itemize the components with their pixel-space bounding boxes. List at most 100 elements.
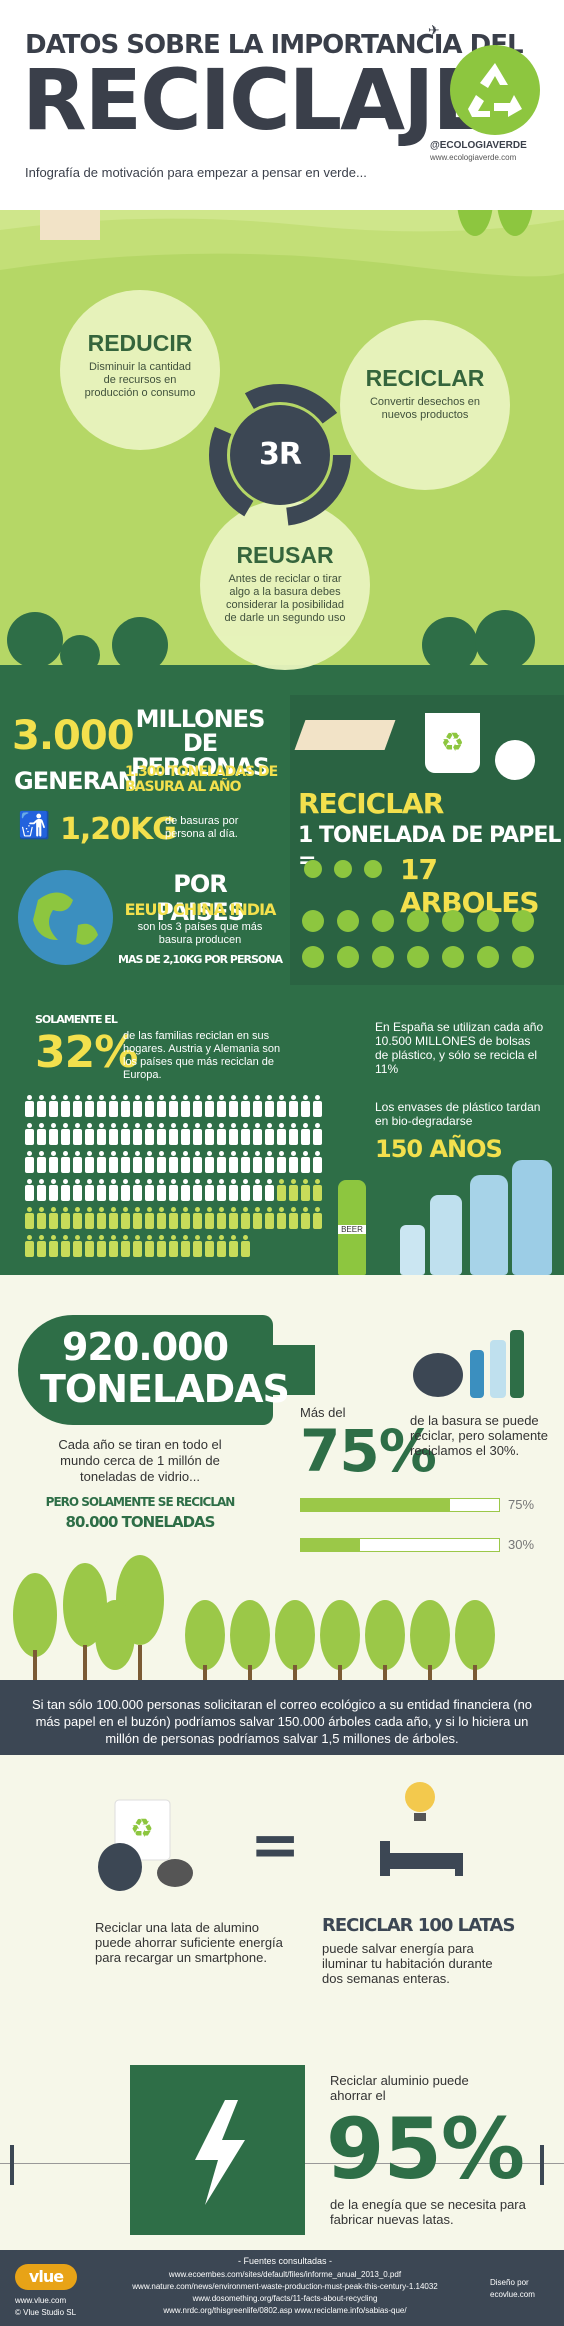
person-icon xyxy=(85,1235,94,1257)
person-icon xyxy=(145,1151,154,1173)
people-grid xyxy=(25,1095,335,1263)
bar1-label: 75% xyxy=(508,1497,535,1512)
person-icon xyxy=(37,1179,46,1201)
person-icon xyxy=(229,1123,238,1145)
source-link[interactable]: www.dosomething.org/facts/11-facts-about… xyxy=(192,2294,378,2303)
stats-section: 3.000 MILLONES DE PERSONAS GENERAN 1.300… xyxy=(0,695,564,1275)
bar2-label: 30% xyxy=(508,1537,535,1552)
diseno-url[interactable]: ecovlue.com xyxy=(490,2290,535,2299)
person-icon xyxy=(37,1095,46,1117)
source-link[interactable]: www.ecoembes.com/sites/default/files/inf… xyxy=(168,2270,402,2279)
person-icon xyxy=(181,1235,190,1257)
person-icon xyxy=(145,1123,154,1145)
vidrio-unit: TONELADAS xyxy=(40,1367,290,1411)
person-icon xyxy=(253,1151,262,1173)
person-icon xyxy=(313,1179,322,1201)
person-icon xyxy=(133,1095,142,1117)
person-icon xyxy=(181,1207,190,1229)
person-icon xyxy=(145,1235,154,1257)
reusar-title: REUSAR xyxy=(236,542,334,568)
person-icon xyxy=(289,1207,298,1229)
source-link[interactable]: www.nrdc.org/thisgreenlife/0802.asp www.… xyxy=(163,2306,407,2315)
latas-title: RECICLAR 100 LATAS xyxy=(322,1915,515,1936)
vidrio-recicladas: 80.000 TONELADAS xyxy=(65,1513,216,1531)
paises-title: POR PAISES xyxy=(156,870,245,926)
person-icon xyxy=(301,1123,310,1145)
person-icon xyxy=(289,1123,298,1145)
person-icon xyxy=(253,1207,262,1229)
person-icon xyxy=(301,1151,310,1173)
person-icon xyxy=(133,1179,142,1201)
equals-sign: = xyxy=(250,1810,300,1880)
person-icon xyxy=(37,1151,46,1173)
person-icon xyxy=(205,1235,214,1257)
kg-value: 1,20KG xyxy=(60,812,177,847)
cycle-arrows-icon xyxy=(209,384,351,526)
power-pole xyxy=(540,2145,544,2185)
person-icon xyxy=(229,1235,238,1257)
pct75-text: de la basura se puede reciclar, pero sol… xyxy=(410,1413,549,1458)
source-link[interactable]: www.nature.com/news/environment-waste-pr… xyxy=(132,2282,438,2291)
person-icon xyxy=(313,1123,322,1145)
person-icon xyxy=(61,1207,70,1229)
brand-url: www.ecologiaverde.com xyxy=(430,153,517,162)
pct32-value: 32% xyxy=(35,1027,138,1078)
person-icon xyxy=(97,1207,106,1229)
reciclar-bubble: RECICLAR Convertir desechos en nuevos pr… xyxy=(340,320,510,490)
person-icon xyxy=(121,1235,130,1257)
person-icon xyxy=(109,1179,118,1201)
person-icon xyxy=(49,1235,58,1257)
person-icon xyxy=(205,1095,214,1117)
person-icon xyxy=(181,1151,190,1173)
person-icon xyxy=(61,1151,70,1173)
bird-icon: ✈ xyxy=(428,22,440,38)
recycle-icon xyxy=(450,45,540,135)
person-icon xyxy=(97,1095,106,1117)
person-icon xyxy=(181,1095,190,1117)
three-r-section: REDUCIR Disminuir la cantidad de recurso… xyxy=(0,210,564,695)
person-icon xyxy=(313,1151,322,1173)
energy-section: ♻ = Reciclar una lata de alumino puede a… xyxy=(0,1755,564,2045)
person-icon xyxy=(25,1235,34,1257)
person-icon xyxy=(25,1123,34,1145)
person-icon xyxy=(97,1179,106,1201)
person-icon xyxy=(133,1151,142,1173)
person-icon xyxy=(205,1207,214,1229)
lightning-box xyxy=(130,2065,305,2235)
progress-bar-30 xyxy=(300,1538,500,1552)
brand-handle: @ECOLOGIAVERDE xyxy=(430,140,527,151)
header-subtitle: Infografía de motivación para empezar a … xyxy=(25,165,367,180)
person-icon xyxy=(121,1179,130,1201)
person-icon xyxy=(61,1235,70,1257)
person-icon xyxy=(157,1151,166,1173)
person-icon xyxy=(25,1095,34,1117)
mas-del-label: Más del xyxy=(300,1405,346,1420)
paises-kg: MAS DE 2,10KG POR PERSONA xyxy=(118,953,283,966)
person-icon xyxy=(301,1095,310,1117)
vidrio-number: 920.000 xyxy=(61,1325,229,1369)
reducir-bubble: REDUCIR Disminuir la cantidad de recurso… xyxy=(60,290,220,450)
person-icon xyxy=(133,1235,142,1257)
beer-label: BEER xyxy=(338,1225,366,1234)
person-icon xyxy=(49,1207,58,1229)
page-title: RECICLAJE xyxy=(22,51,490,149)
vidrio-text: Cada año se tiran en todo el mundo cerca… xyxy=(58,1437,222,1484)
person-icon xyxy=(157,1095,166,1117)
progress-fill-75 xyxy=(301,1499,450,1511)
person-icon xyxy=(229,1151,238,1173)
person-icon xyxy=(205,1151,214,1173)
person-icon xyxy=(193,1179,202,1201)
person-icon xyxy=(157,1207,166,1229)
vlue-url[interactable]: www.vlue.com xyxy=(15,2296,67,2305)
svg-text:♻: ♻ xyxy=(130,1814,153,1844)
person-icon xyxy=(49,1123,58,1145)
vlue-logo: vlue xyxy=(15,2264,77,2290)
person-icon xyxy=(301,1179,310,1201)
person-icon xyxy=(121,1151,130,1173)
person-icon xyxy=(145,1179,154,1201)
header-line1: DATOS SOBRE LA IMPORTANCIA DEL xyxy=(25,30,524,60)
person-icon xyxy=(277,1179,286,1201)
person-icon xyxy=(109,1207,118,1229)
person-icon xyxy=(217,1207,226,1229)
person-icon xyxy=(49,1151,58,1173)
